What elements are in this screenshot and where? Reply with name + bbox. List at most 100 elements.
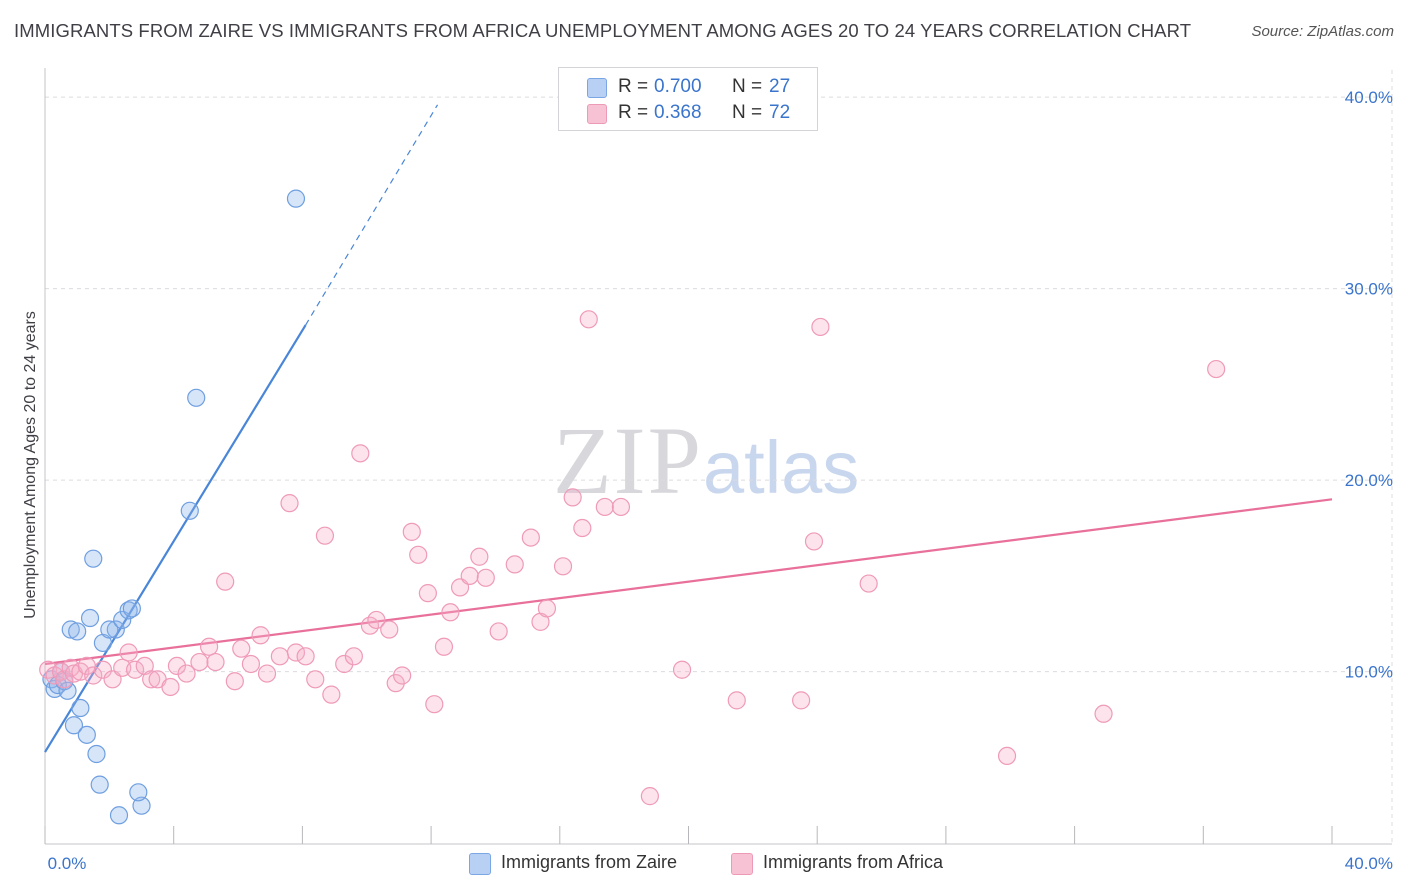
africa-point [251,626,270,645]
africa-point [409,545,428,564]
africa-point [611,497,631,517]
africa-point [380,620,399,639]
zaire-point [180,501,199,520]
africa-point [367,610,386,630]
zaire-legend-label: Immigrants from Zaire [501,852,678,872]
correlation-legend: R = 0.700 N = 27 R = 0.368 N = 72 [558,67,818,131]
legend-n-label: N = [732,76,763,97]
zaire-point [71,698,90,718]
africa-point [216,572,235,591]
africa-point [563,488,582,507]
africa-point [811,317,830,337]
source-credit: Source: ZipAtlas.com [1251,23,1394,40]
zaire-point [68,622,87,641]
africa-point [199,637,219,656]
zaire-point [187,388,206,407]
africa-point [270,647,289,666]
chart-title: IMMIGRANTS FROM ZAIRE VS IMMIGRANTS FROM… [14,20,1192,41]
africa-point [280,494,299,513]
africa-point [335,654,354,674]
y-tick-label: 10.0% [1345,663,1393,682]
africa-point [476,568,495,587]
zaire-point [80,608,100,628]
africa-point [232,639,251,658]
trend-lines [44,104,1333,753]
africa-legend-swatch [731,853,753,875]
zaire-point [87,744,106,764]
africa-point [322,685,341,704]
africa-point [1207,359,1226,379]
africa-point [190,652,209,672]
africa-point [425,695,444,714]
africa-point [804,532,824,551]
legend-n-value: 27 [769,76,791,97]
africa-legend-label: Immigrants from Africa [763,852,944,872]
africa-point [61,658,80,677]
watermark-atlas: atlas [703,426,860,509]
watermark-zip: ZIP [553,407,703,514]
zaire-point [61,620,80,639]
y-tick-label: 40.0% [1345,88,1393,107]
zaire-point [84,549,103,568]
africa-point [521,528,540,547]
data-points [39,189,1226,825]
watermark: ZIPatlas [553,405,859,516]
africa-point [792,691,811,710]
africa-point [161,677,180,697]
africa-swatch [587,104,607,124]
africa-point [470,547,489,566]
africa-point [727,691,746,710]
africa-point [460,566,479,586]
africa-point [393,666,412,685]
legend-r-value: 0.700 [654,76,702,97]
zaire-point [90,775,109,794]
y-axis-label: Unemployment Among Ages 20 to 24 years [22,311,39,619]
x-tick-label: 40.0% [1345,854,1393,873]
africa-point [119,643,138,662]
africa-point [434,637,454,656]
africa-point [859,574,878,593]
zaire-swatch [587,78,607,98]
africa-point [225,672,244,691]
africa-trend-line [44,498,1333,666]
africa-point [573,518,592,538]
zaire-point [109,806,129,825]
tick-labels: 10.0% 20.0% 30.0% 40.0% 0.0% 40.0% [48,88,1393,873]
africa-point [142,670,161,689]
legend-r-label: R = [618,102,649,123]
africa-point [286,643,306,662]
africa-point [441,603,460,622]
zaire-point [106,620,125,639]
africa-point [315,526,335,545]
africa-point [177,664,196,683]
zaire-point [129,783,148,802]
africa-point [505,555,524,574]
legend-n-label: N = [732,102,763,123]
africa-point [595,497,614,517]
legend-r-label: R = [618,76,649,97]
africa-point [241,654,261,674]
zaire-point [132,796,151,815]
y-tick-label: 30.0% [1345,280,1393,299]
legend-n-value: 72 [769,102,791,123]
africa-point [579,310,598,329]
africa-point [537,599,557,618]
africa-point [55,670,74,689]
zaire-point [122,599,141,618]
legend-r-value: 0.368 [654,102,702,123]
africa-point [167,656,187,676]
zaire-legend-swatch [469,853,491,875]
zaire-point [64,716,84,735]
x-tick-label: 0.0% [48,854,87,873]
africa-point [402,522,421,541]
africa-point [1094,704,1113,723]
africa-point [296,647,315,666]
zaire-point [119,601,138,620]
zaire-trend-line [44,324,307,753]
africa-point [997,746,1017,766]
africa-point [672,660,692,679]
africa-point [257,664,277,683]
y-axis-label-wrap: Unemployment Among Ages 20 to 24 years [16,265,46,665]
axes [44,68,1392,845]
